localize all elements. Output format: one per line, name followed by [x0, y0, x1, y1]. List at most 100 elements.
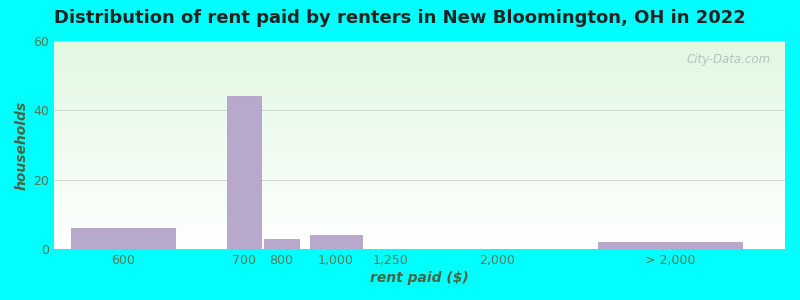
Bar [54, 245, 785, 246]
Bar [54, 180, 785, 181]
Bar [54, 52, 785, 53]
Bar [54, 156, 785, 158]
Bar [54, 231, 785, 232]
Bar [54, 115, 785, 116]
Bar [54, 82, 785, 83]
Bar [54, 114, 785, 115]
Bar [54, 193, 785, 194]
Bar [54, 248, 785, 249]
Bar [54, 139, 785, 140]
Bar [54, 49, 785, 50]
Bar [598, 242, 742, 249]
Bar [54, 153, 785, 154]
Bar [54, 137, 785, 138]
Bar [54, 102, 785, 104]
Bar [54, 47, 785, 48]
Bar [54, 94, 785, 95]
Bar [54, 206, 785, 207]
Bar [54, 133, 785, 134]
Bar [54, 50, 785, 51]
Bar [54, 130, 785, 131]
Bar [54, 198, 785, 199]
Bar [54, 67, 785, 68]
Bar [54, 203, 785, 204]
Bar [54, 191, 785, 192]
Bar [54, 86, 785, 87]
Bar [54, 240, 785, 241]
Bar [54, 224, 785, 225]
Bar [71, 228, 174, 249]
Bar [54, 177, 785, 178]
Y-axis label: households: households [15, 100, 29, 190]
Bar [54, 209, 785, 211]
Bar [54, 234, 785, 236]
Bar [54, 220, 785, 221]
Bar [54, 179, 785, 180]
Bar [54, 84, 785, 85]
Bar [54, 64, 785, 65]
Bar [54, 111, 785, 112]
Bar [54, 189, 785, 190]
Bar [54, 207, 785, 208]
Bar [54, 208, 785, 209]
Bar [54, 42, 785, 43]
Bar [54, 163, 785, 164]
X-axis label: rent paid ($): rent paid ($) [370, 271, 469, 285]
Bar [54, 171, 785, 172]
Bar [54, 148, 785, 149]
Bar [54, 214, 785, 215]
Bar [54, 73, 785, 74]
Bar [54, 215, 785, 216]
Bar [54, 241, 785, 242]
Bar [54, 150, 785, 151]
Bar [54, 211, 785, 212]
Bar [54, 121, 785, 122]
Bar [54, 227, 785, 228]
Bar [54, 147, 785, 148]
Bar [54, 233, 785, 234]
Bar [54, 99, 785, 100]
Bar [54, 212, 785, 213]
Bar [54, 172, 785, 173]
Bar [54, 123, 785, 124]
Bar [54, 190, 785, 191]
Bar [54, 95, 785, 96]
Bar [54, 127, 785, 128]
Bar [54, 89, 785, 90]
Bar [54, 120, 785, 121]
Bar [54, 69, 785, 70]
Bar [54, 201, 785, 202]
Bar [54, 145, 785, 146]
Bar [54, 122, 785, 123]
Bar [54, 101, 785, 102]
Bar [54, 167, 785, 168]
Bar [54, 200, 785, 201]
Bar [54, 204, 785, 205]
Bar [54, 217, 785, 218]
Bar [54, 184, 785, 185]
Bar [54, 92, 785, 93]
Bar [54, 219, 785, 220]
Bar [54, 182, 785, 184]
Bar [54, 196, 785, 197]
Bar [54, 53, 785, 55]
Bar [264, 238, 298, 249]
Bar [54, 97, 785, 98]
Bar [54, 124, 785, 125]
Bar [54, 128, 785, 129]
Bar [54, 144, 785, 145]
Bar [54, 160, 785, 162]
Bar [54, 60, 785, 61]
Bar [54, 135, 785, 136]
Text: City-Data.com: City-Data.com [686, 53, 770, 67]
Bar [54, 192, 785, 193]
Bar [54, 205, 785, 206]
Bar [54, 238, 785, 240]
Bar [54, 152, 785, 153]
Bar [54, 88, 785, 89]
Bar [54, 68, 785, 69]
Bar [54, 168, 785, 169]
Bar [54, 218, 785, 219]
Bar [54, 185, 785, 187]
Bar [54, 108, 785, 109]
